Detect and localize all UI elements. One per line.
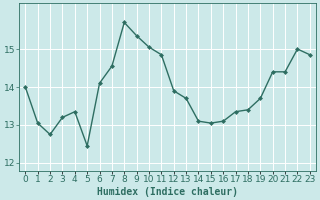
X-axis label: Humidex (Indice chaleur): Humidex (Indice chaleur) (97, 186, 238, 197)
